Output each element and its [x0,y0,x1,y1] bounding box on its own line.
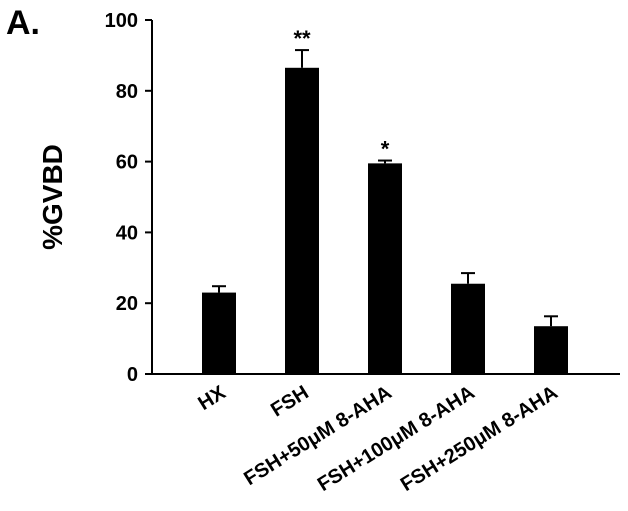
bar-4 [534,326,568,374]
significance-marker: ** [293,26,311,51]
significance-marker: * [381,137,390,162]
category-label: HX [194,381,230,415]
chart-bars [202,49,568,374]
y-axis-title: %GVBD [37,144,68,250]
y-tick-label: 100 [105,10,138,32]
y-tick-label: 60 [116,152,138,174]
category-label: FSH [267,382,313,422]
category-label: FSH+100μM 8-AHA [314,382,479,496]
y-tick-label: 40 [116,222,138,244]
bar-3 [451,283,485,374]
category-label: FSH+250μM 8-AHA [397,382,562,496]
bar-1 [285,67,319,374]
bar-0 [202,292,236,374]
y-tick-label: 20 [116,293,138,315]
y-tick-label: 0 [127,364,138,386]
bar-2 [368,163,402,374]
panel-label: A. [6,4,40,42]
y-tick-label: 80 [116,81,138,103]
